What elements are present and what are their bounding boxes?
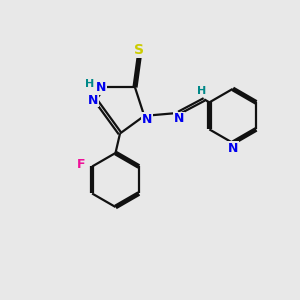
Text: H: H [196,86,206,96]
Text: N: N [228,142,238,155]
Text: S: S [134,43,145,57]
Text: F: F [76,158,85,172]
Text: N: N [96,81,106,94]
Text: N: N [174,112,184,125]
Text: N: N [142,113,152,126]
Text: N: N [88,94,98,106]
Text: H: H [85,80,94,89]
